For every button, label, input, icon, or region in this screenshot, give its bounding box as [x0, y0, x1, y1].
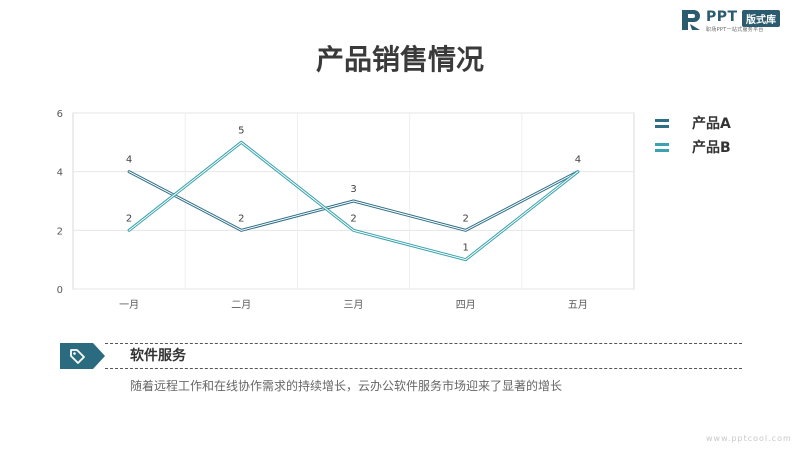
page-title: 产品销售情况	[315, 43, 484, 76]
service-title: 软件服务	[130, 348, 186, 364]
data-label: 1	[463, 243, 469, 254]
data-label: 2	[350, 213, 356, 224]
x-tick-label: 五月	[568, 299, 588, 311]
service-tag-badge	[60, 343, 105, 369]
x-tick-label: 一月	[119, 299, 139, 311]
y-tick-label: 2	[57, 226, 63, 237]
brand-logo: PPT 版式库 职场PPT一站式服务平台	[680, 8, 792, 34]
data-label: 4	[126, 155, 132, 166]
tag-icon	[70, 349, 85, 364]
legend-swatch	[655, 119, 669, 129]
x-tick-label: 三月	[344, 299, 364, 311]
data-label: 2	[463, 213, 469, 224]
series-line-highlight	[128, 141, 579, 261]
legend-label: 产品B	[692, 140, 731, 156]
x-tick-label: 二月	[231, 299, 251, 311]
y-tick-label: 6	[57, 109, 63, 120]
y-tick-label: 0	[57, 285, 63, 296]
legend-label: 产品A	[692, 116, 731, 132]
data-label: 2	[126, 213, 132, 224]
legend-swatch	[655, 143, 669, 153]
data-label: 5	[238, 125, 244, 136]
series-line-highlight	[128, 171, 579, 231]
brand-name: PPT	[706, 9, 738, 25]
divider-top	[105, 343, 742, 344]
brand-tagline: 职场PPT一站式服务平台	[706, 27, 764, 33]
data-label: 2	[238, 213, 244, 224]
x-tick-label: 四月	[456, 299, 476, 311]
y-tick-label: 4	[57, 168, 63, 179]
divider-bottom	[105, 368, 742, 369]
data-label: 3	[350, 184, 356, 195]
brand-mark-icon	[682, 10, 700, 30]
watermark: www.pptcool.com	[706, 434, 792, 443]
brand-tag: 版式库	[742, 10, 780, 27]
data-label: 4	[575, 155, 581, 166]
service-description: 随着远程工作和在线协作需求的持续增长，云办公软件服务市场迎来了显著的增长	[130, 379, 563, 393]
